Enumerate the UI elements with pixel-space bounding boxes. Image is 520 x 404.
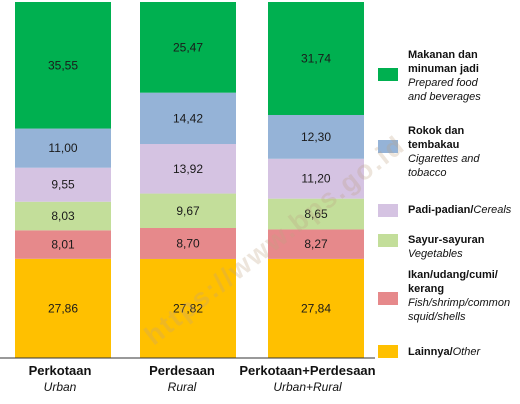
bar-segment-urban-rural-5 [268,2,364,115]
category-sublabel-urban: Urban [43,380,77,394]
bar-segment-rural-2 [140,193,236,228]
category-label-rural: Perdesaan [149,363,215,378]
data-label-rural-1: 8,70 [176,236,200,250]
legend-translation: Other [452,346,481,358]
data-label-urban-rural-4: 12,30 [301,130,331,144]
data-label-urban-rural-5: 31,74 [301,52,331,66]
data-label-urban-2: 8,03 [51,209,75,223]
bar-segment-urban-rural-4 [268,114,364,159]
bar-segment-rural-0 [140,258,236,358]
bar-segment-urban-1 [15,230,111,259]
data-label-urban-rural-0: 27,84 [301,301,331,315]
data-label-urban-rural-1: 8,27 [304,237,328,251]
bar-segment-rural-1 [140,227,236,259]
bar-segment-rural-5 [140,2,236,93]
legend-swatch [378,68,398,81]
category-label-urban: Perkotaan [28,363,92,378]
legend-translation: Prepared food and beverages [408,77,481,103]
data-label-urban-1: 8,01 [51,238,75,252]
legend-swatch [378,292,398,305]
legend-label: Rokok dan tembakau [408,125,465,151]
bar-segment-urban-5 [15,2,111,129]
bar-segment-rural-4 [140,92,236,145]
legend-label: Ikan/udang/cumi/ kerang [408,269,498,295]
category-label-urban-rural: Perkotaan+Perdesaan [239,363,376,378]
data-label-rural-0: 27,82 [173,301,203,315]
data-label-urban-4: 11,00 [48,141,77,155]
legend-swatch [378,234,398,247]
legend-label: Padi-padian/ [408,204,474,216]
stacked-bar-chart: 27,86 8,01 8,03 9,55 11,00 35,55 27,82 8,70 9,67… [0,2,375,359]
bar-segment-urban-rural-2 [268,198,364,230]
data-label-rural-3: 13,92 [173,162,203,176]
legend-translation: Fish/shrimp/common squid/shells [408,297,511,323]
legend-label: Lainnya/ [408,346,453,358]
legend-swatch [378,140,398,153]
legend-swatch [378,204,398,217]
bar-segment-urban-3 [15,167,111,202]
data-label-rural-5: 25,47 [173,40,203,54]
data-label-urban-5: 35,55 [48,58,78,72]
bar-segment-urban-rural-0 [268,258,364,358]
legend-swatch [378,345,398,358]
category-sublabel-rural: Rural [167,380,197,394]
bar-segment-urban-4 [15,128,111,168]
data-label-urban-3: 9,55 [51,178,75,192]
legend-translation: Cigarettes and tobacco [408,153,480,179]
legend-translation: Vegetables [408,248,463,260]
bar-segment-urban-rural-3 [268,158,364,199]
data-label-urban-0: 27,86 [48,301,78,315]
data-label-rural-4: 14,42 [173,111,203,125]
bar-segment-rural-3 [140,144,236,194]
data-label-rural-2: 9,67 [176,204,200,218]
legend-label: Makanan dan minuman jadi [408,49,479,75]
legend-translation: Cereals [473,204,512,216]
data-label-urban-rural-3: 11,20 [301,172,330,186]
legend-label: Sayur-sayuran [408,234,485,246]
category-sublabel-urban-rural: Urban+Rural [273,380,342,394]
data-label-urban-rural-2: 8,65 [304,207,328,221]
bar-segment-urban-rural-1 [268,229,364,259]
bar-segment-urban-2 [15,201,111,231]
bar-segment-urban-0 [15,258,111,358]
